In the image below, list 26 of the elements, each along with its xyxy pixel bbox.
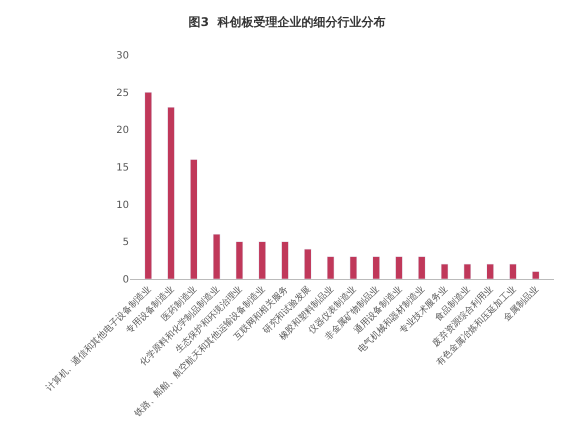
bar [532, 271, 540, 279]
bar [167, 107, 175, 279]
bar [236, 241, 244, 279]
bar [395, 256, 403, 279]
bar [486, 264, 494, 279]
y-tick-label: 20 [116, 125, 129, 136]
bar [418, 256, 426, 279]
chart-title: 图3 科创板受理企业的细分行业分布 [188, 14, 386, 29]
y-tick-label: 5 [122, 237, 129, 248]
y-tick-label: 30 [116, 50, 129, 62]
bar [440, 264, 448, 279]
bar [350, 256, 358, 279]
y-tick-label: 10 [116, 200, 129, 211]
y-tick-label: 25 [116, 88, 129, 99]
bar [258, 241, 266, 279]
bar [326, 256, 334, 279]
bar [281, 241, 289, 279]
bar [372, 256, 380, 279]
bar [509, 264, 517, 279]
bar [304, 248, 312, 279]
bar [464, 264, 472, 279]
y-tick-label: 15 [116, 162, 129, 174]
bar [144, 92, 152, 279]
bar [190, 159, 198, 279]
bar [212, 234, 220, 279]
y-tick-label: 0 [122, 274, 129, 286]
